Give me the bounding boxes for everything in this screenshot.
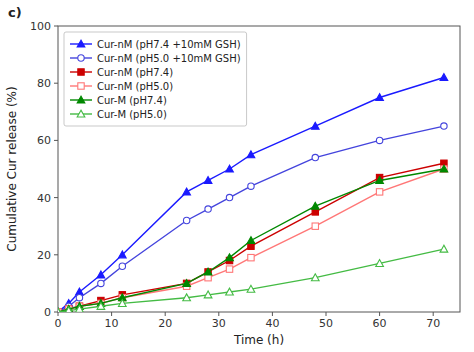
marker: [97, 302, 105, 309]
marker: [248, 183, 254, 189]
y-tick: [54, 140, 58, 141]
series-line: [58, 77, 444, 312]
x-tick-label: 20: [158, 317, 172, 330]
marker: [118, 300, 126, 307]
marker: [98, 280, 104, 286]
marker: [183, 280, 191, 287]
y-tick-label: 100: [30, 20, 51, 33]
marker: [376, 189, 382, 195]
x-axis-label: Time (h): [233, 333, 284, 347]
marker: [441, 166, 447, 172]
marker: [76, 305, 84, 312]
y-tick: [54, 254, 58, 255]
y-tick: [54, 83, 58, 84]
marker: [183, 188, 191, 195]
plot-frame: [58, 26, 460, 312]
marker: [248, 254, 254, 260]
marker: [247, 237, 255, 244]
marker: [226, 266, 232, 272]
y-tick: [54, 26, 58, 27]
series-line: [58, 169, 444, 312]
legend: Cur-nM (pH7.4 +10mM GSH) Cur-nM (pH5.0 +1…: [64, 32, 247, 126]
marker: [119, 263, 125, 269]
legend-swatch-marker: [77, 96, 85, 103]
legend-swatch-marker: [77, 40, 85, 47]
marker: [118, 251, 126, 258]
marker: [226, 288, 234, 295]
legend-swatch-marker: [78, 55, 84, 61]
y-tick-label: 80: [37, 77, 51, 90]
series-line: [58, 249, 444, 312]
marker: [376, 137, 382, 143]
marker: [376, 177, 384, 184]
x-tick-label: 50: [319, 317, 333, 330]
marker: [311, 122, 319, 129]
marker: [205, 206, 211, 212]
y-axis-label: Cumulative Cur release (%): [5, 86, 19, 251]
x-tick: [111, 312, 112, 316]
x-tick-label: 60: [373, 317, 387, 330]
y-tick-label: 20: [37, 249, 51, 262]
legend-entry: Cur-nM (pH7.4 +10mM GSH): [97, 39, 241, 50]
marker: [376, 260, 384, 267]
x-tick: [326, 312, 327, 316]
x-tick-label: 30: [212, 317, 226, 330]
legend-swatch-marker: [78, 69, 84, 75]
marker: [204, 291, 212, 298]
legend-entry: Cur-nM (pH5.0 +10mM GSH): [97, 53, 241, 64]
legend-swatch-marker: [77, 110, 85, 117]
marker: [376, 94, 384, 101]
x-tick: [272, 312, 273, 316]
legend-entry: Cur-M (pH7.4): [97, 95, 167, 106]
y-tick: [54, 197, 58, 198]
x-tick-label: 10: [105, 317, 119, 330]
marker: [312, 154, 318, 160]
marker: [65, 307, 73, 312]
x-tick-label: 40: [265, 317, 279, 330]
legend-entry: Cur-nM (pH5.0): [97, 81, 173, 92]
marker: [183, 280, 189, 286]
x-tick: [218, 312, 219, 316]
marker: [183, 217, 189, 223]
marker: [226, 165, 234, 172]
x-tick: [433, 312, 434, 316]
x-tick-label: 70: [426, 317, 440, 330]
marker: [226, 194, 232, 200]
marker: [204, 268, 212, 275]
marker: [440, 245, 448, 252]
marker: [311, 274, 319, 281]
marker: [441, 123, 447, 129]
marker: [440, 74, 448, 81]
marker: [226, 254, 234, 261]
marker: [312, 223, 318, 229]
legend-entry: Cur-M (pH5.0): [97, 109, 167, 120]
series-line: [58, 126, 444, 312]
legend-entry: Cur-nM (pH7.4): [97, 67, 173, 78]
y-tick-label: 0: [44, 306, 51, 319]
y-tick-label: 40: [37, 192, 51, 205]
marker: [247, 151, 255, 158]
x-tick-label: 0: [55, 317, 62, 330]
panel-label: c): [8, 5, 22, 20]
marker: [183, 294, 191, 301]
marker: [97, 271, 105, 278]
marker: [76, 295, 82, 301]
x-tick: [165, 312, 166, 316]
series-line: [58, 169, 444, 312]
y-tick: [54, 312, 58, 313]
x-tick: [379, 312, 380, 316]
y-tick-label: 60: [37, 134, 51, 147]
legend-swatch-marker: [78, 83, 84, 89]
series-line: [58, 163, 444, 312]
marker: [58, 308, 62, 312]
chart: 0 10 20 30 40 50 60 70 0 20 40 60 80 100 Time (h) Cumul…: [0, 0, 474, 352]
series-group: [58, 74, 448, 312]
marker: [311, 202, 319, 209]
marker: [440, 165, 448, 172]
marker: [247, 285, 255, 292]
x-tick: [58, 312, 59, 316]
marker: [204, 177, 212, 184]
legend-box: [64, 32, 247, 126]
